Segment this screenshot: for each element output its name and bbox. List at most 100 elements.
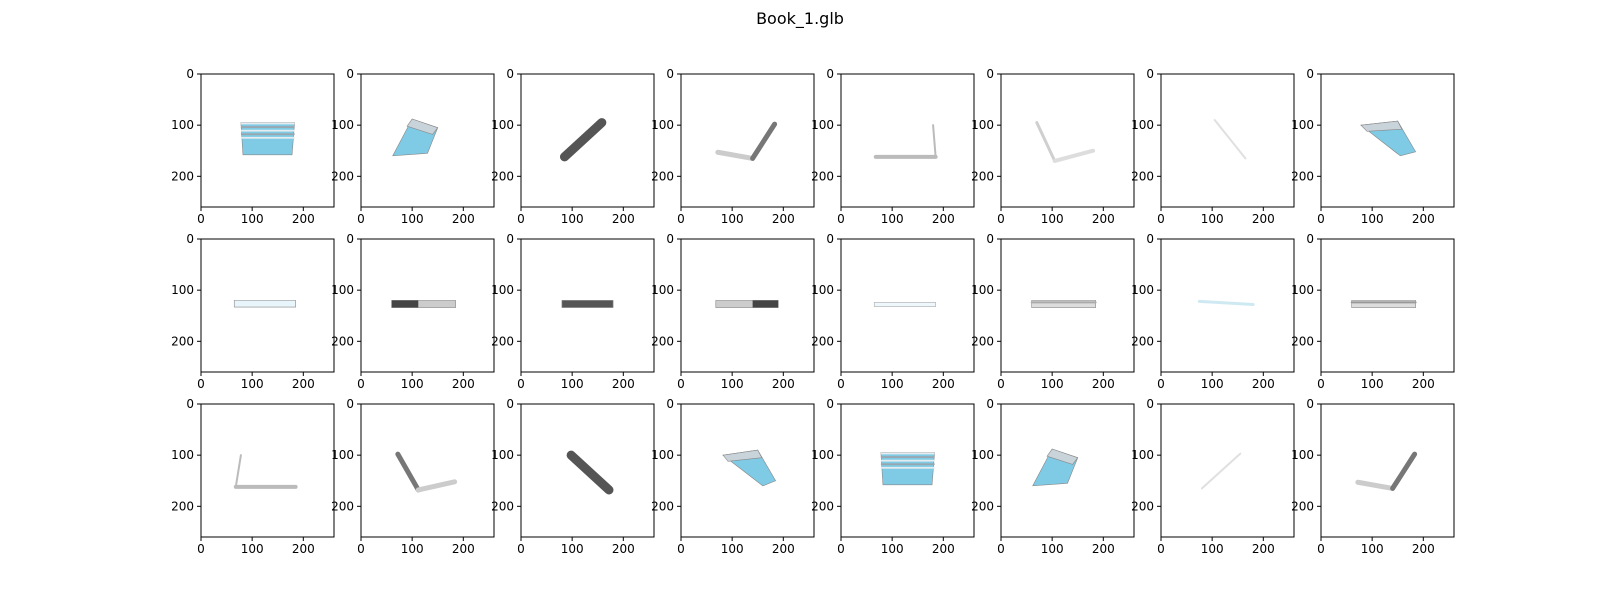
y-tick-label: 200	[1131, 499, 1154, 513]
axes-frame	[360, 403, 495, 538]
x-tick-label: 0	[1157, 212, 1165, 226]
x-tick-label: 200	[612, 212, 635, 226]
axes-frame	[1320, 238, 1455, 373]
y-tick-label: 100	[1291, 448, 1314, 462]
subplot-20: 0 0 100 100 200 200	[651, 397, 815, 556]
x-tick-label: 0	[1317, 212, 1325, 226]
y-tick-label: 0	[1146, 67, 1154, 81]
x-tick-label: 100	[881, 212, 904, 226]
y-tick-label: 0	[346, 232, 354, 246]
y-tick-label: 100	[331, 118, 354, 132]
y-tick-label: 100	[171, 118, 194, 132]
axes-frame	[680, 403, 815, 538]
book-render	[1032, 448, 1079, 487]
plot-area	[201, 404, 334, 537]
book-render	[566, 450, 614, 495]
y-tick-label: 200	[811, 499, 834, 513]
book-render	[240, 122, 295, 156]
y-tick-label: 100	[811, 118, 834, 132]
plot-area	[841, 74, 974, 207]
x-tick-label: 200	[772, 212, 795, 226]
plot-area	[1321, 404, 1454, 537]
book-render	[880, 452, 935, 486]
y-tick-label: 0	[506, 397, 514, 411]
y-tick-label: 100	[171, 283, 194, 297]
subplot-22: 0 0 100 100 200 200	[971, 397, 1135, 556]
subplot-24: 0 0 100 100 200 200	[1291, 397, 1455, 556]
axes-frame	[840, 73, 975, 208]
y-tick-label: 0	[826, 67, 834, 81]
x-tick-label: 0	[837, 377, 845, 391]
y-tick-label: 0	[666, 67, 674, 81]
subplot-12: 0 0 100 100 200 200	[651, 232, 815, 391]
x-tick-label: 100	[241, 542, 264, 556]
subplot-2: 0 0 100 100 200 200	[331, 67, 495, 226]
x-tick-label: 0	[1157, 542, 1165, 556]
x-tick-label: 0	[1317, 542, 1325, 556]
x-tick-label: 0	[517, 212, 525, 226]
x-tick-label: 100	[561, 377, 584, 391]
y-tick-label: 0	[1146, 397, 1154, 411]
x-tick-label: 200	[932, 542, 955, 556]
y-tick-label: 100	[331, 448, 354, 462]
y-tick-label: 100	[971, 283, 994, 297]
plot-area	[1161, 74, 1294, 207]
axes-frame	[1000, 238, 1135, 373]
axes-frame	[1320, 73, 1455, 208]
book-render	[1197, 299, 1255, 306]
book-render	[561, 300, 614, 308]
book-render	[1213, 119, 1247, 160]
axes-frame	[520, 403, 655, 538]
x-tick-label: 100	[881, 377, 904, 391]
y-tick-label: 0	[186, 397, 194, 411]
subplot-13: 0 0 100 100 200 200	[811, 232, 975, 391]
axes-frame	[520, 73, 655, 208]
subplot-11: 0 0 100 100 200 200	[491, 232, 655, 391]
x-tick-label: 100	[561, 542, 584, 556]
y-tick-label: 0	[186, 232, 194, 246]
y-tick-label: 200	[1291, 169, 1314, 183]
axes-frame	[680, 238, 815, 373]
plot-area	[1001, 74, 1134, 207]
x-tick-label: 100	[1201, 212, 1224, 226]
x-tick-label: 100	[1361, 542, 1384, 556]
axes-frame	[360, 238, 495, 373]
axes-frame	[360, 73, 495, 208]
book-render	[1030, 300, 1097, 308]
y-tick-label: 100	[1131, 118, 1154, 132]
book-render	[873, 124, 938, 159]
y-tick-label: 0	[826, 397, 834, 411]
x-tick-label: 0	[357, 212, 365, 226]
x-tick-label: 0	[517, 542, 525, 556]
axes-frame	[1160, 403, 1295, 538]
subplot-15: 0 0 100 100 200 200	[1131, 232, 1295, 391]
x-tick-label: 200	[612, 542, 635, 556]
x-tick-label: 0	[837, 542, 845, 556]
axes-frame	[200, 403, 335, 538]
y-tick-label: 100	[331, 283, 354, 297]
subplot-16: 0 0 100 100 200 200	[1291, 232, 1455, 391]
axes-frame	[200, 73, 335, 208]
y-tick-label: 200	[971, 169, 994, 183]
y-tick-label: 200	[171, 334, 194, 348]
book-render	[392, 118, 439, 157]
y-tick-label: 200	[491, 499, 514, 513]
book-render	[715, 300, 779, 308]
x-tick-label: 200	[932, 377, 955, 391]
x-tick-label: 200	[772, 377, 795, 391]
y-tick-label: 0	[826, 232, 834, 246]
y-tick-label: 100	[1131, 283, 1154, 297]
x-tick-label: 100	[561, 212, 584, 226]
axes-frame	[200, 238, 335, 373]
y-tick-label: 0	[1306, 232, 1314, 246]
x-tick-label: 0	[357, 377, 365, 391]
y-tick-label: 100	[811, 448, 834, 462]
subplot-4: 0 0 100 100 200 200	[651, 67, 815, 226]
y-tick-label: 200	[1131, 334, 1154, 348]
x-tick-label: 0	[197, 212, 205, 226]
x-tick-label: 100	[1041, 542, 1064, 556]
plot-area	[681, 74, 814, 207]
x-tick-label: 200	[1092, 542, 1115, 556]
x-tick-label: 100	[241, 212, 264, 226]
y-tick-label: 100	[811, 283, 834, 297]
